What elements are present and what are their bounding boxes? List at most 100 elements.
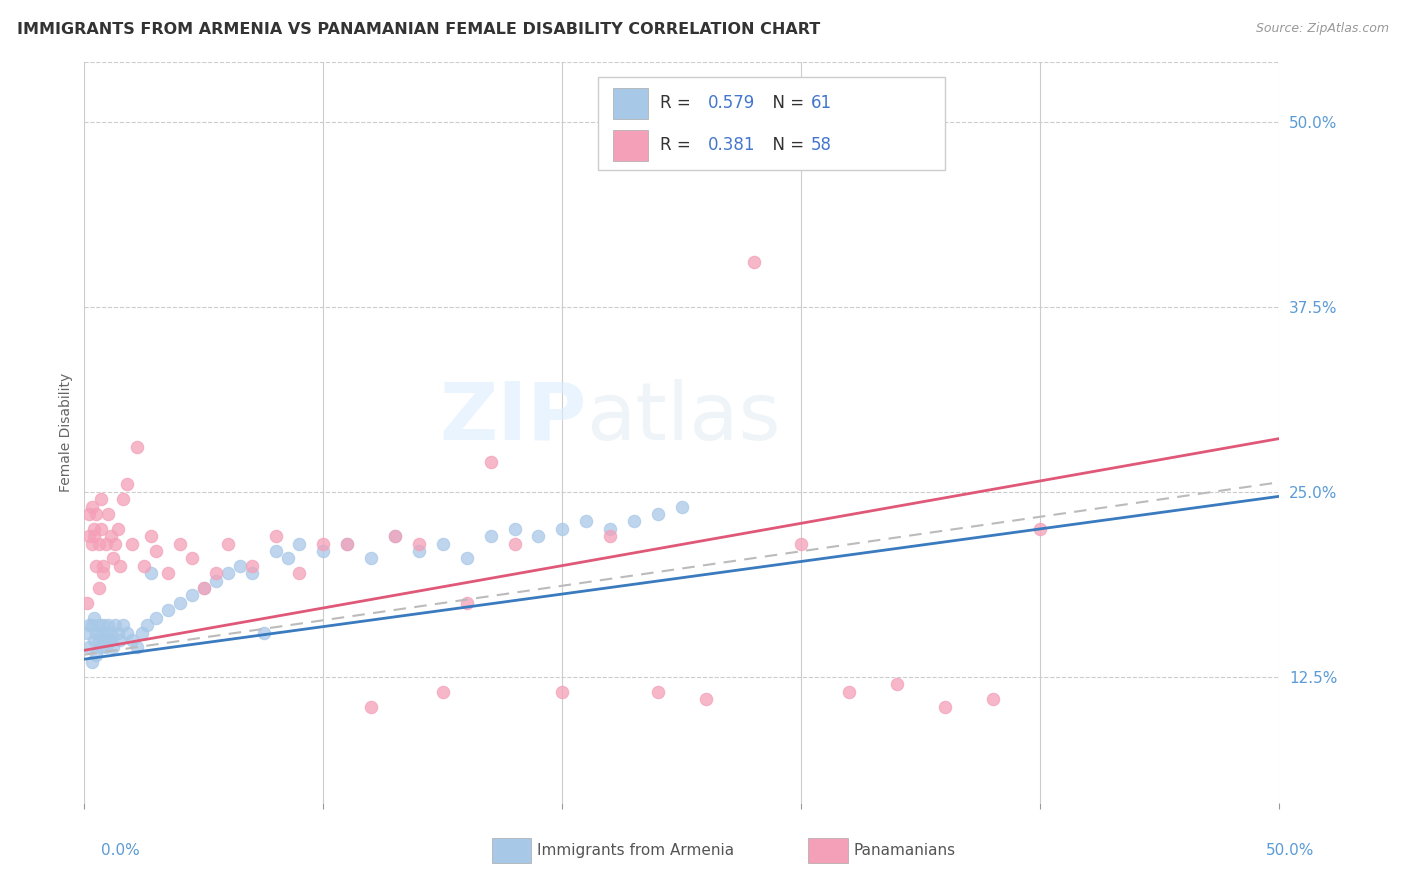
Point	[742, 255, 765, 269]
Point	[86, 558, 108, 573]
Point	[87, 618, 110, 632]
Point	[87, 632, 110, 647]
Point	[384, 529, 406, 543]
Text: atlas: atlas	[586, 379, 780, 457]
Point	[135, 618, 157, 632]
Point	[205, 566, 228, 581]
Point	[181, 589, 204, 603]
Point	[86, 648, 108, 662]
Point	[479, 529, 502, 543]
Point	[229, 558, 252, 573]
Point	[981, 692, 1004, 706]
Y-axis label: Female Disability: Female Disability	[59, 373, 73, 492]
Point	[141, 566, 163, 581]
Point	[121, 632, 143, 647]
Point	[360, 699, 382, 714]
Point	[77, 507, 100, 521]
Point	[551, 522, 574, 536]
Point	[312, 544, 335, 558]
Point	[456, 596, 478, 610]
Point	[647, 685, 669, 699]
Text: IMMIGRANTS FROM ARMENIA VS PANAMANIAN FEMALE DISABILITY CORRELATION CHART: IMMIGRANTS FROM ARMENIA VS PANAMANIAN FE…	[17, 22, 820, 37]
Point	[110, 632, 132, 647]
Point	[264, 544, 287, 558]
Point	[90, 640, 112, 655]
Point	[94, 625, 117, 640]
FancyBboxPatch shape	[613, 88, 648, 119]
Point	[193, 581, 215, 595]
Point	[104, 618, 127, 632]
Point	[695, 692, 717, 706]
Point	[117, 477, 139, 491]
Text: N =: N =	[762, 95, 810, 112]
Point	[77, 618, 100, 632]
Point	[456, 551, 478, 566]
Point	[111, 618, 134, 632]
Point	[104, 536, 127, 550]
Point	[80, 500, 103, 514]
Point	[384, 529, 406, 543]
Point	[432, 685, 454, 699]
Point	[83, 522, 105, 536]
Point	[886, 677, 908, 691]
Point	[90, 522, 112, 536]
Point	[240, 558, 263, 573]
Point	[117, 625, 139, 640]
Point	[157, 603, 180, 617]
Point	[86, 507, 108, 521]
Point	[934, 699, 956, 714]
Text: R =: R =	[661, 136, 696, 153]
Text: 58: 58	[811, 136, 832, 153]
Point	[527, 529, 550, 543]
Text: Immigrants from Armenia: Immigrants from Armenia	[537, 844, 734, 858]
Point	[277, 551, 299, 566]
Point	[80, 618, 103, 632]
Text: 50.0%: 50.0%	[1267, 843, 1315, 858]
Point	[80, 655, 103, 669]
Point	[86, 625, 108, 640]
Point	[264, 529, 287, 543]
Point	[503, 522, 526, 536]
Point	[125, 640, 148, 655]
Point	[110, 558, 132, 573]
Point	[100, 529, 122, 543]
Point	[121, 536, 143, 550]
Point	[76, 596, 98, 610]
Text: R =: R =	[661, 95, 696, 112]
Point	[408, 536, 430, 550]
Point	[838, 685, 860, 699]
Point	[100, 632, 122, 647]
Text: ZIP: ZIP	[439, 379, 586, 457]
Point	[97, 632, 120, 647]
Point	[94, 640, 117, 655]
Point	[132, 558, 156, 573]
Point	[145, 544, 167, 558]
Text: 0.579: 0.579	[709, 95, 755, 112]
Point	[94, 536, 117, 550]
Point	[479, 455, 502, 469]
Point	[336, 536, 359, 550]
Point	[93, 558, 115, 573]
Point	[599, 522, 621, 536]
Point	[623, 515, 645, 529]
Point	[408, 544, 430, 558]
Text: N =: N =	[762, 136, 810, 153]
Point	[288, 536, 311, 550]
Point	[145, 610, 167, 624]
Point	[100, 625, 122, 640]
Point	[360, 551, 382, 566]
Point	[83, 610, 105, 624]
FancyBboxPatch shape	[613, 130, 648, 161]
Point	[107, 522, 129, 536]
Point	[240, 566, 263, 581]
Point	[131, 625, 153, 640]
Point	[83, 529, 105, 543]
Point	[76, 625, 98, 640]
Point	[141, 529, 163, 543]
Point	[312, 536, 335, 550]
Point	[77, 640, 100, 655]
Point	[169, 596, 191, 610]
Point	[77, 529, 100, 543]
Point	[93, 566, 115, 581]
Point	[169, 536, 191, 550]
